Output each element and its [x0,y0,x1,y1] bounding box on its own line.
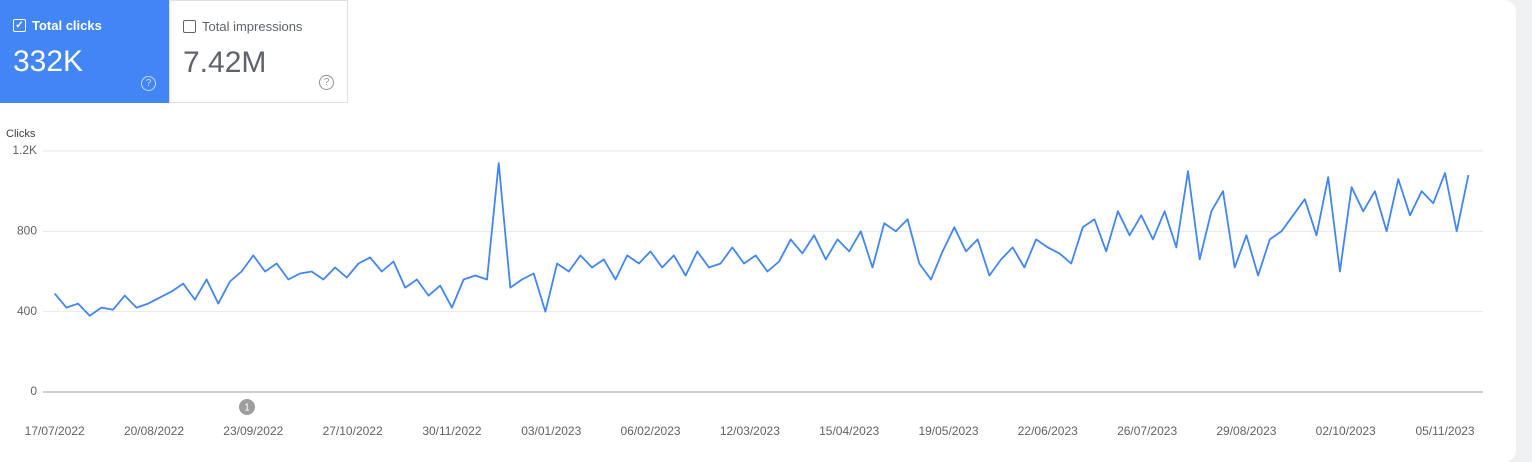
x-tick-label: 15/04/2023 [819,424,879,438]
checkbox[interactable] [183,20,196,33]
x-tick-label: 22/06/2023 [1018,424,1078,438]
checkbox[interactable]: ✓ [13,19,26,32]
y-axis-label: Clicks [6,128,36,140]
x-tick-label: 03/01/2023 [521,424,581,438]
x-tick-label: 20/08/2022 [124,424,184,438]
metric-card[interactable]: Total impressions 7.42M? [169,0,348,103]
card-label-row: ✓ Total clicks [13,18,156,33]
y-tick-label: 1.2K [12,143,37,157]
y-tick-label: 400 [17,304,37,318]
clicks-line [54,162,1470,317]
metric-card[interactable]: ✓ Total clicks 332K? [0,0,169,103]
x-tick-label: 30/11/2022 [422,424,481,438]
x-tick-label: 29/08/2023 [1216,424,1276,438]
x-tick-label: 02/10/2023 [1316,424,1376,438]
x-tick-label: 26/07/2023 [1117,424,1177,438]
card-label: Total clicks [32,18,102,33]
x-tick-label: 12/03/2023 [720,424,780,438]
x-tick-label: 23/09/2022 [223,424,283,438]
card-value: 332K [13,45,84,78]
x-tick-label: 27/10/2022 [323,424,383,438]
x-tick-label: 19/05/2023 [918,424,978,438]
y-tick-label: 800 [17,224,37,238]
annotation-label: 1 [244,403,250,414]
x-tick-label: 06/02/2023 [621,424,681,438]
x-tick-label: 17/07/2022 [25,424,85,438]
help-icon[interactable]: ? [141,76,156,91]
x-tick-label: 05/11/2023 [1415,424,1474,438]
card-label-row: Total impressions [183,19,334,34]
y-tick-label: 0 [30,384,37,398]
card-value: 7.42M [183,46,267,79]
help-icon[interactable]: ? [319,75,334,90]
annotation-marker [239,399,255,415]
card-label: Total impressions [202,19,303,34]
